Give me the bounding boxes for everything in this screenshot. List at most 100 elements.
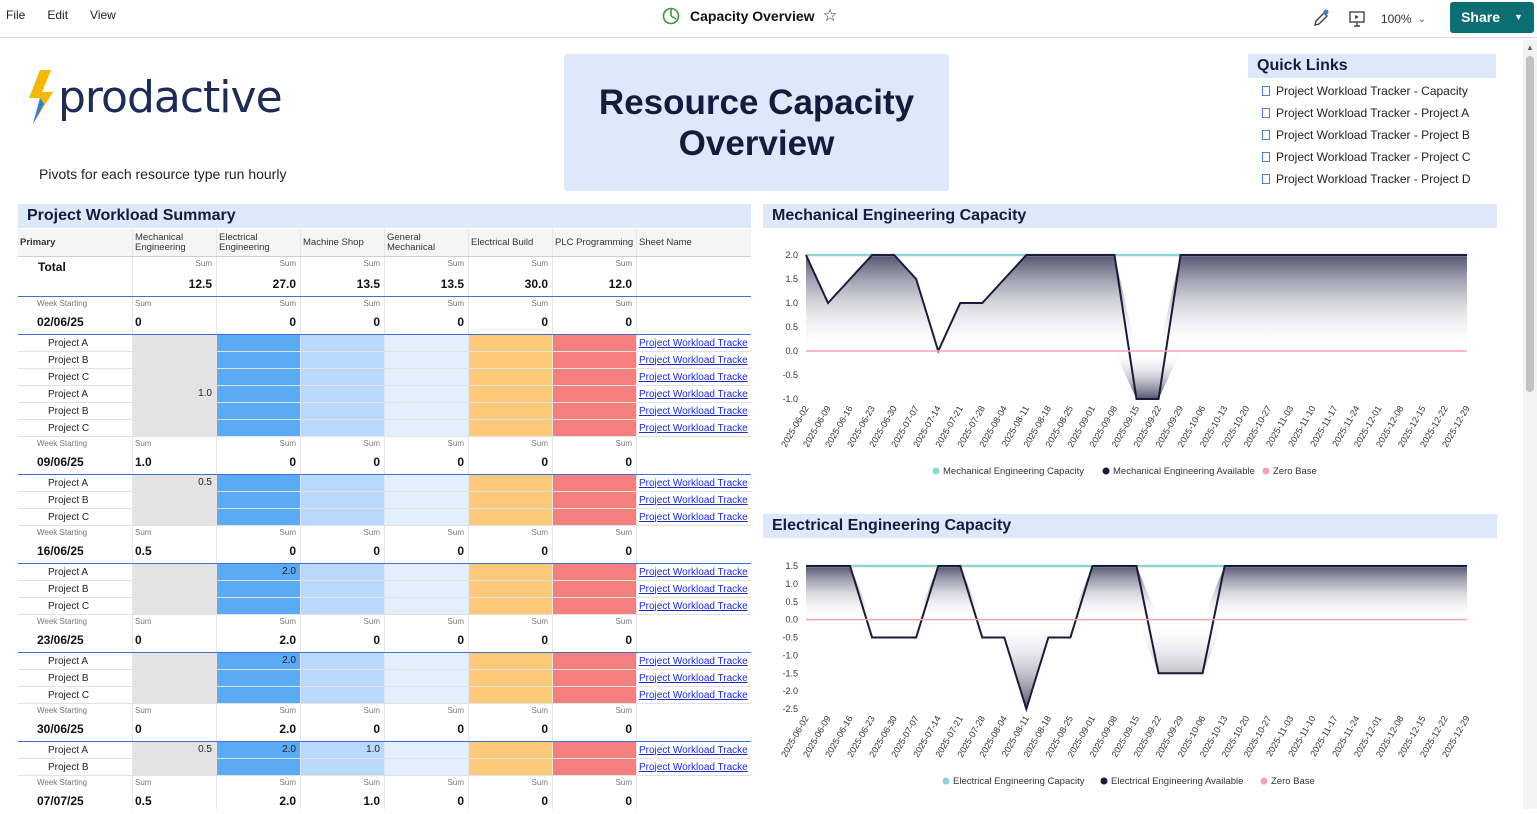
pivot-column-header[interactable]: Machine Shop: [301, 229, 385, 256]
project-cell[interactable]: [217, 352, 301, 368]
sheet-name-link[interactable]: Project Workload Tracke: [639, 354, 748, 366]
project-name[interactable]: Project C: [18, 687, 133, 703]
pivot-column-header[interactable]: General Mechanical: [385, 229, 469, 256]
quick-link-item[interactable]: Project Workload Tracker - Project A: [1262, 102, 1471, 124]
project-cell[interactable]: [385, 352, 469, 368]
project-cell[interactable]: [469, 742, 553, 758]
quick-link-label[interactable]: Project Workload Tracker - Capacity: [1276, 84, 1468, 98]
share-button[interactable]: Share ▼: [1450, 1, 1534, 33]
project-cell[interactable]: [133, 509, 217, 525]
project-name[interactable]: Project B: [18, 581, 133, 597]
project-cell[interactable]: [469, 352, 553, 368]
project-cell[interactable]: [133, 653, 217, 669]
quick-link-label[interactable]: Project Workload Tracker - Project D: [1276, 172, 1471, 186]
project-cell[interactable]: [385, 759, 469, 775]
project-cell[interactable]: [133, 564, 217, 580]
project-cell[interactable]: [133, 403, 217, 419]
pivot-column-header[interactable]: Electrical Build: [469, 229, 553, 256]
project-cell[interactable]: [469, 335, 553, 351]
project-name[interactable]: Project C: [18, 369, 133, 385]
project-cell[interactable]: [385, 670, 469, 686]
sheet-name-link[interactable]: Project Workload Tracke: [639, 566, 748, 578]
project-cell[interactable]: [553, 352, 637, 368]
vertical-scrollbar[interactable]: ▲: [1523, 40, 1537, 809]
project-cell[interactable]: [301, 653, 385, 669]
project-cell[interactable]: [133, 492, 217, 508]
project-name[interactable]: Project B: [18, 352, 133, 368]
project-name[interactable]: Project A: [18, 653, 133, 669]
project-cell[interactable]: [385, 369, 469, 385]
sheet-name-link[interactable]: Project Workload Tracke: [639, 655, 748, 667]
project-cell[interactable]: 0.5: [133, 742, 217, 758]
project-cell[interactable]: 1.0: [133, 386, 217, 402]
project-name[interactable]: Project B: [18, 492, 133, 508]
project-cell[interactable]: [301, 335, 385, 351]
project-cell[interactable]: [301, 369, 385, 385]
project-name[interactable]: Project B: [18, 670, 133, 686]
project-cell[interactable]: [133, 352, 217, 368]
project-cell[interactable]: [133, 598, 217, 614]
project-cell[interactable]: [217, 670, 301, 686]
project-cell[interactable]: [301, 386, 385, 402]
project-cell[interactable]: [553, 403, 637, 419]
project-name[interactable]: Project B: [18, 759, 133, 775]
quick-link-label[interactable]: Project Workload Tracker - Project A: [1276, 106, 1470, 120]
project-cell[interactable]: [385, 403, 469, 419]
project-cell[interactable]: [469, 403, 553, 419]
project-cell[interactable]: [553, 687, 637, 703]
project-cell[interactable]: [217, 335, 301, 351]
sheet-name-link[interactable]: Project Workload Tracke: [639, 371, 748, 383]
sheet-name-link[interactable]: Project Workload Tracke: [639, 583, 748, 595]
menu-file[interactable]: File: [6, 8, 26, 22]
project-cell[interactable]: [385, 420, 469, 436]
scroll-up-icon[interactable]: ▲: [1526, 43, 1534, 52]
scrollbar-thumb[interactable]: [1526, 56, 1534, 392]
project-cell[interactable]: [469, 581, 553, 597]
edit-pencil-icon[interactable]: [1309, 7, 1333, 31]
sheet-name-link[interactable]: Project Workload Tracke: [639, 689, 748, 701]
project-cell[interactable]: [301, 598, 385, 614]
project-cell[interactable]: 1.0: [301, 742, 385, 758]
project-cell[interactable]: [469, 492, 553, 508]
project-cell[interactable]: [133, 670, 217, 686]
project-cell[interactable]: [553, 386, 637, 402]
project-name[interactable]: Project A: [18, 742, 133, 758]
project-cell[interactable]: [469, 420, 553, 436]
project-name[interactable]: Project C: [18, 598, 133, 614]
project-cell[interactable]: [553, 742, 637, 758]
project-cell[interactable]: [469, 759, 553, 775]
menu-view[interactable]: View: [90, 8, 116, 22]
project-cell[interactable]: [301, 420, 385, 436]
project-cell[interactable]: [469, 670, 553, 686]
present-icon[interactable]: [1345, 7, 1369, 31]
sheet-name-link[interactable]: Project Workload Tracke: [639, 405, 748, 417]
project-cell[interactable]: [217, 420, 301, 436]
project-name[interactable]: Project A: [18, 335, 133, 351]
project-cell[interactable]: [469, 598, 553, 614]
project-cell[interactable]: [217, 581, 301, 597]
project-cell[interactable]: [217, 403, 301, 419]
project-cell[interactable]: [469, 475, 553, 491]
project-cell[interactable]: [553, 759, 637, 775]
project-cell[interactable]: [217, 475, 301, 491]
project-cell[interactable]: [553, 564, 637, 580]
project-name[interactable]: Project A: [18, 386, 133, 402]
menu-edit[interactable]: Edit: [47, 8, 69, 22]
project-cell[interactable]: [217, 598, 301, 614]
project-cell[interactable]: [553, 598, 637, 614]
sheet-name-link[interactable]: Project Workload Tracke: [639, 600, 748, 612]
project-cell[interactable]: [469, 687, 553, 703]
project-cell[interactable]: [469, 653, 553, 669]
project-cell[interactable]: 2.0: [217, 653, 301, 669]
zoom-level[interactable]: 100%: [1380, 12, 1412, 26]
project-cell[interactable]: [301, 509, 385, 525]
project-cell[interactable]: [469, 369, 553, 385]
sheet-name-link[interactable]: Project Workload Tracke: [639, 672, 748, 684]
project-cell[interactable]: [301, 670, 385, 686]
project-cell[interactable]: [469, 386, 553, 402]
project-cell[interactable]: [553, 420, 637, 436]
sheet-name-link[interactable]: Project Workload Tracke: [639, 744, 748, 756]
pivot-column-header[interactable]: Sheet Name: [639, 236, 692, 248]
legend-label[interactable]: Electrical Engineering Available: [1111, 776, 1243, 787]
project-cell[interactable]: [385, 509, 469, 525]
